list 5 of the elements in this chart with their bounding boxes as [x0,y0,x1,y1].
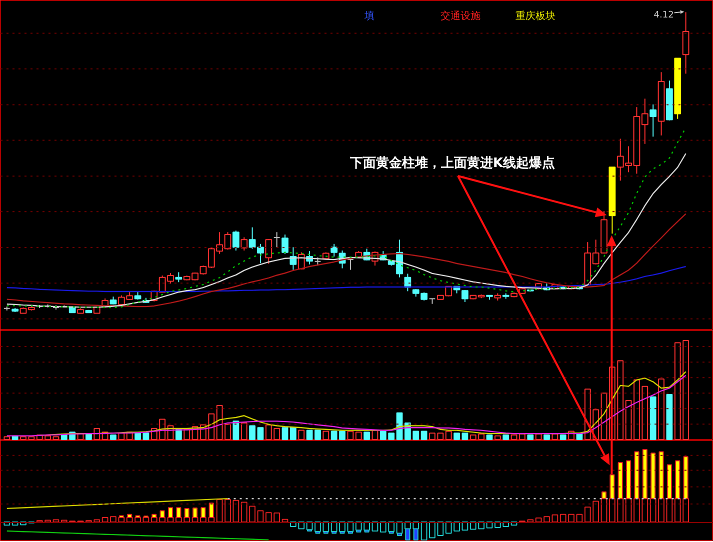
annotation: 重庆板块 [516,10,556,22]
annotation: 4.12 [654,10,674,21]
annotation: 下面黄金柱堆，上面黄进K线起爆点 [348,155,556,171]
annotation: 填 [364,10,374,22]
annotation: 交通设施 [440,10,480,22]
